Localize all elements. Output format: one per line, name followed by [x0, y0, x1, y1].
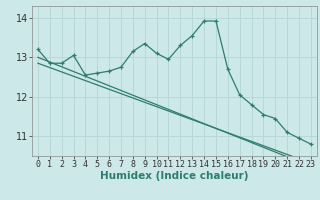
X-axis label: Humidex (Indice chaleur): Humidex (Indice chaleur)	[100, 171, 249, 181]
